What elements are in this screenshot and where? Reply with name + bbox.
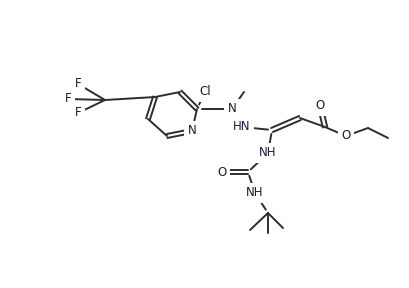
Text: NH: NH	[246, 187, 263, 200]
Text: O: O	[217, 166, 226, 179]
Text: Cl: Cl	[199, 86, 210, 98]
Text: O: O	[315, 99, 324, 113]
Text: F: F	[74, 77, 81, 90]
Text: HN: HN	[233, 120, 250, 134]
Text: O: O	[341, 130, 350, 143]
Text: N: N	[227, 103, 236, 115]
Text: N: N	[187, 124, 196, 137]
Text: F: F	[74, 107, 81, 120]
Text: F: F	[65, 92, 71, 105]
Text: NH: NH	[258, 147, 276, 160]
